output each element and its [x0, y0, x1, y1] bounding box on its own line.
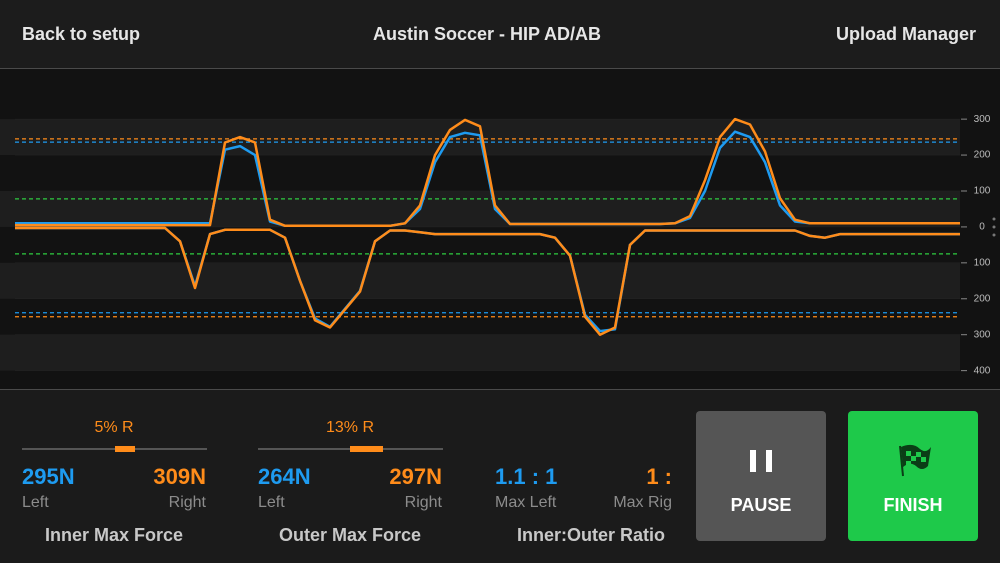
chart-band [0, 190, 960, 227]
inner-right-label: Right [169, 494, 207, 511]
plot: 300 200 100 0 100 200 300 400 [0, 114, 991, 376]
header-bar [0, 0, 1000, 68]
inner-slider-marker [115, 446, 135, 452]
inner-right-value: 309N [153, 464, 206, 489]
finish-button[interactable]: FINISH [848, 411, 978, 541]
y-tick-label: 100 [974, 257, 991, 268]
outer-caption: Outer Max Force [279, 525, 421, 545]
upload-manager-button[interactable]: Upload Manager [836, 24, 976, 44]
outer-balance: 13% R [326, 419, 374, 436]
trace-line [15, 117, 960, 228]
ratio-left-value: 1.1 : 1 [495, 464, 557, 489]
flag-icon [899, 444, 931, 477]
inner-balance: 5% R [94, 419, 133, 436]
ratio-right-label: Max Rig [613, 494, 672, 511]
y-tick-label: 400 [974, 365, 991, 376]
outer-right-label: Right [405, 494, 443, 511]
ratio-caption: Inner:Outer Ratio [517, 525, 665, 545]
trace-line [15, 226, 960, 336]
finish-label[interactable]: FINISH [883, 495, 942, 515]
inner-caption: Inner Max Force [45, 525, 183, 545]
y-tick-label: 300 [974, 114, 991, 125]
outer-right-value: 297N [389, 464, 442, 489]
ratio-right-value: 1 : [646, 464, 672, 489]
outer-slider-marker [350, 446, 383, 452]
pause-label[interactable]: PAUSE [731, 495, 792, 515]
pause-button-bg[interactable] [696, 411, 826, 541]
handle-dot [992, 225, 996, 229]
y-tick-label: 100 [974, 186, 991, 197]
y-tick-label: 200 [974, 150, 991, 161]
inner-left-value: 295N [22, 464, 75, 489]
outer-left-value: 264N [258, 464, 311, 489]
pause-icon [766, 450, 772, 472]
pause-button[interactable]: PAUSE [696, 411, 826, 541]
ratio-left-label: Max Left [495, 494, 557, 511]
chart-band [0, 262, 960, 299]
y-tick-label: 0 [979, 222, 985, 233]
handle-dot [992, 233, 996, 237]
chart-band [0, 334, 960, 371]
y-tick-label: 300 [974, 329, 991, 340]
outer-left-label: Left [258, 494, 285, 511]
inner-left-label: Left [22, 494, 49, 511]
pause-icon [750, 450, 756, 472]
handle-dot [992, 217, 996, 221]
finish-button-bg[interactable] [848, 411, 978, 541]
back-button[interactable]: Back to setup [22, 24, 140, 44]
y-tick-label: 200 [974, 293, 991, 304]
session-title: Austin Soccer - HIP AD/AB [373, 24, 601, 44]
